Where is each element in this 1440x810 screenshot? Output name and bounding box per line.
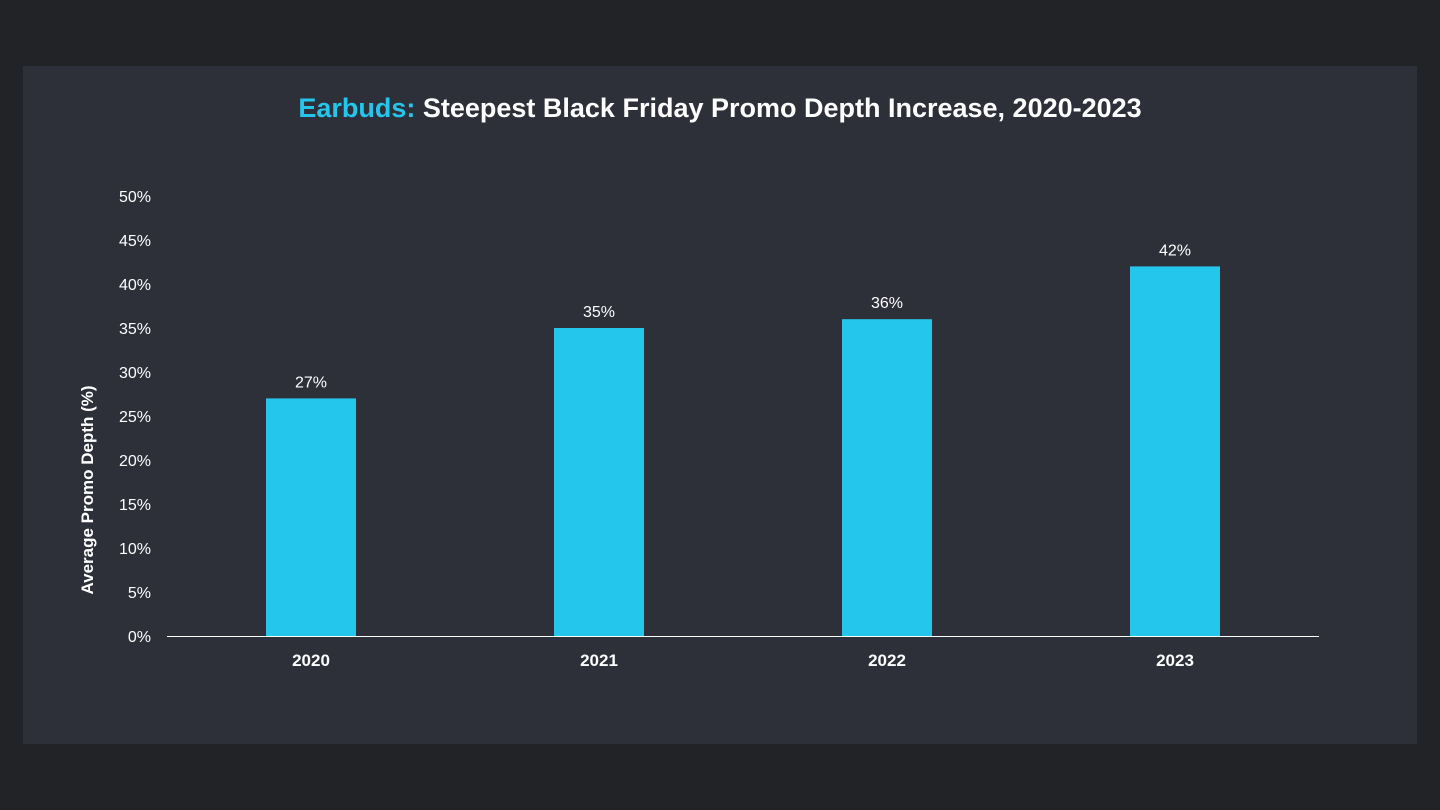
y-tick-label: 5% [128, 585, 151, 602]
bar-2022 [842, 319, 932, 636]
chart-title: Earbuds: Steepest Black Friday Promo Dep… [23, 93, 1417, 124]
x-tick-label-2023: 2023 [1156, 651, 1194, 670]
y-tick-label: 15% [119, 497, 151, 514]
y-tick-label: 10% [119, 541, 151, 558]
data-label-2022: 36% [871, 295, 903, 312]
y-tick-label: 50% [119, 189, 151, 206]
y-tick-label: 35% [119, 321, 151, 338]
chart-title-text: Steepest Black Friday Promo Depth Increa… [415, 93, 1142, 123]
chart-title-highlight: Earbuds: [298, 93, 416, 123]
x-tick-label-2021: 2021 [580, 651, 618, 670]
y-tick-label: 0% [128, 629, 151, 646]
data-label-2023: 42% [1159, 242, 1191, 259]
bar-2023 [1130, 266, 1220, 636]
bar-2021 [554, 328, 644, 636]
y-tick-label: 45% [119, 233, 151, 250]
bar-chart: Average Promo Depth (%) 0% 5% 10% 15% 20% 25%… [78, 189, 1319, 670]
y-tick-label: 25% [119, 409, 151, 426]
data-label-2020: 27% [295, 374, 327, 391]
y-axis-label: Average Promo Depth (%) [78, 385, 97, 594]
x-tick-label-2022: 2022 [868, 651, 906, 670]
bar-2020 [266, 398, 356, 636]
x-tick-label-2020: 2020 [292, 651, 330, 670]
data-label-2021: 35% [583, 304, 615, 321]
y-tick-label: 20% [119, 453, 151, 470]
y-tick-label: 30% [119, 365, 151, 382]
chart-panel: Earbuds: Steepest Black Friday Promo Dep… [23, 66, 1417, 744]
y-tick-label: 40% [119, 277, 151, 294]
